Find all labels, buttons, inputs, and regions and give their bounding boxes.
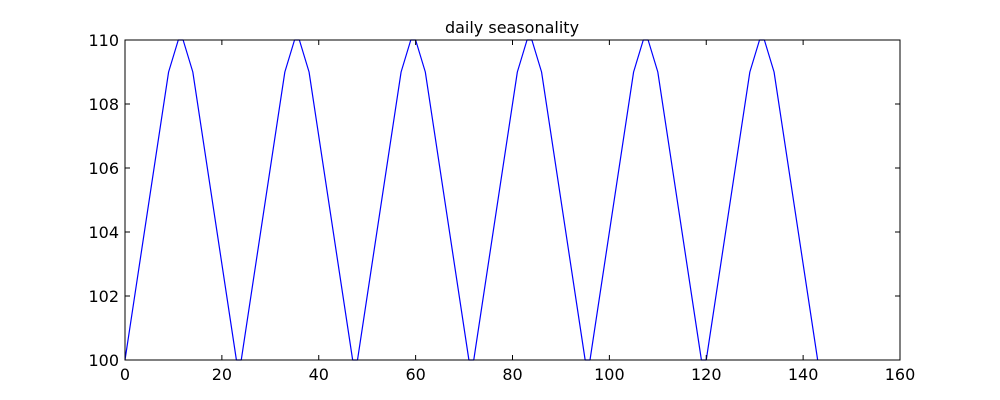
- x-tick-label: 60: [405, 365, 425, 384]
- y-tick-label: 110: [88, 31, 119, 50]
- y-tick-label: 104: [88, 223, 119, 242]
- y-tick-label: 106: [88, 159, 119, 178]
- x-tick-label: 140: [788, 365, 819, 384]
- plot-frame: [124, 39, 901, 361]
- y-tick-label: 108: [88, 95, 119, 114]
- x-tick-label: 40: [309, 365, 329, 384]
- x-tick-label: 0: [120, 365, 130, 384]
- series-line: [124, 39, 819, 361]
- x-tick-label: 120: [691, 365, 722, 384]
- x-tick-label: 160: [885, 365, 916, 384]
- x-tick-label: 100: [594, 365, 625, 384]
- y-tick-label: 100: [88, 351, 119, 370]
- chart-title: daily seasonality: [445, 18, 579, 37]
- x-tick-label: 20: [212, 365, 232, 384]
- x-tick-label: 80: [502, 365, 522, 384]
- y-tick-label: 102: [88, 287, 119, 306]
